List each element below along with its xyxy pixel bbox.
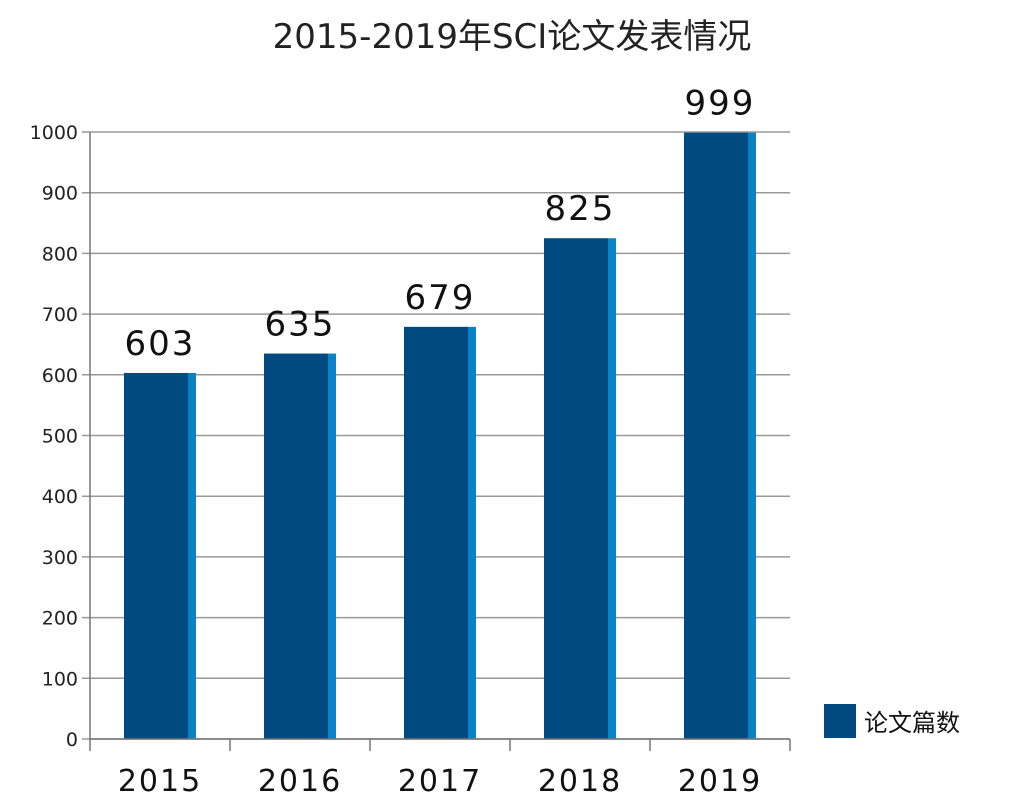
bar-2019 — [684, 132, 748, 739]
y-tick-label-200: 200 — [42, 608, 78, 630]
data-label-2018: 825 — [545, 189, 616, 229]
y-tick-label-400: 400 — [42, 486, 78, 508]
x-tick-label-2016: 2016 — [258, 764, 342, 799]
chart-title: 2015-2019年SCI论文发表情况 — [273, 17, 752, 57]
bar-2018 — [544, 238, 608, 739]
y-axis: 0 100 200 300 400 500 600 700 800 900 1000 — [30, 122, 91, 751]
y-tick-label-600: 600 — [42, 365, 78, 387]
data-label-2016: 635 — [265, 305, 336, 345]
bar-side-2015 — [188, 372, 196, 739]
bars — [124, 132, 756, 739]
bar-2016 — [264, 353, 328, 739]
x-tick-label-2015: 2015 — [118, 764, 202, 799]
x-tick-label-2019: 2019 — [678, 764, 762, 799]
y-tick-label-300: 300 — [42, 547, 78, 569]
legend-swatch — [824, 704, 856, 738]
bar-side-2016 — [328, 353, 336, 739]
y-tick-label-500: 500 — [42, 426, 78, 448]
bar-2015 — [124, 372, 188, 739]
y-tick-label-1000: 1000 — [30, 122, 78, 144]
legend-label: 论文篇数 — [864, 709, 960, 737]
data-label-2019: 999 — [685, 84, 756, 124]
y-tick-label-700: 700 — [42, 304, 78, 326]
data-labels: 603 635 679 825 999 — [125, 84, 756, 364]
bar-side-2017 — [468, 326, 476, 739]
bar-side-2019 — [748, 132, 756, 739]
x-tick-label-2017: 2017 — [398, 764, 482, 799]
x-axis: 2015 2016 2017 2018 2019 — [89, 738, 791, 799]
bar-side-2018 — [608, 238, 616, 739]
data-label-2015: 603 — [125, 324, 196, 364]
y-tick-label-100: 100 — [42, 668, 78, 690]
legend: 论文篇数 — [824, 704, 960, 738]
y-tick-label-800: 800 — [42, 243, 78, 265]
y-tick-label-0: 0 — [66, 729, 78, 751]
x-tick-label-2018: 2018 — [538, 764, 622, 799]
data-label-2017: 679 — [405, 278, 476, 318]
y-tick-label-900: 900 — [42, 183, 78, 205]
bar-2017 — [404, 326, 468, 739]
